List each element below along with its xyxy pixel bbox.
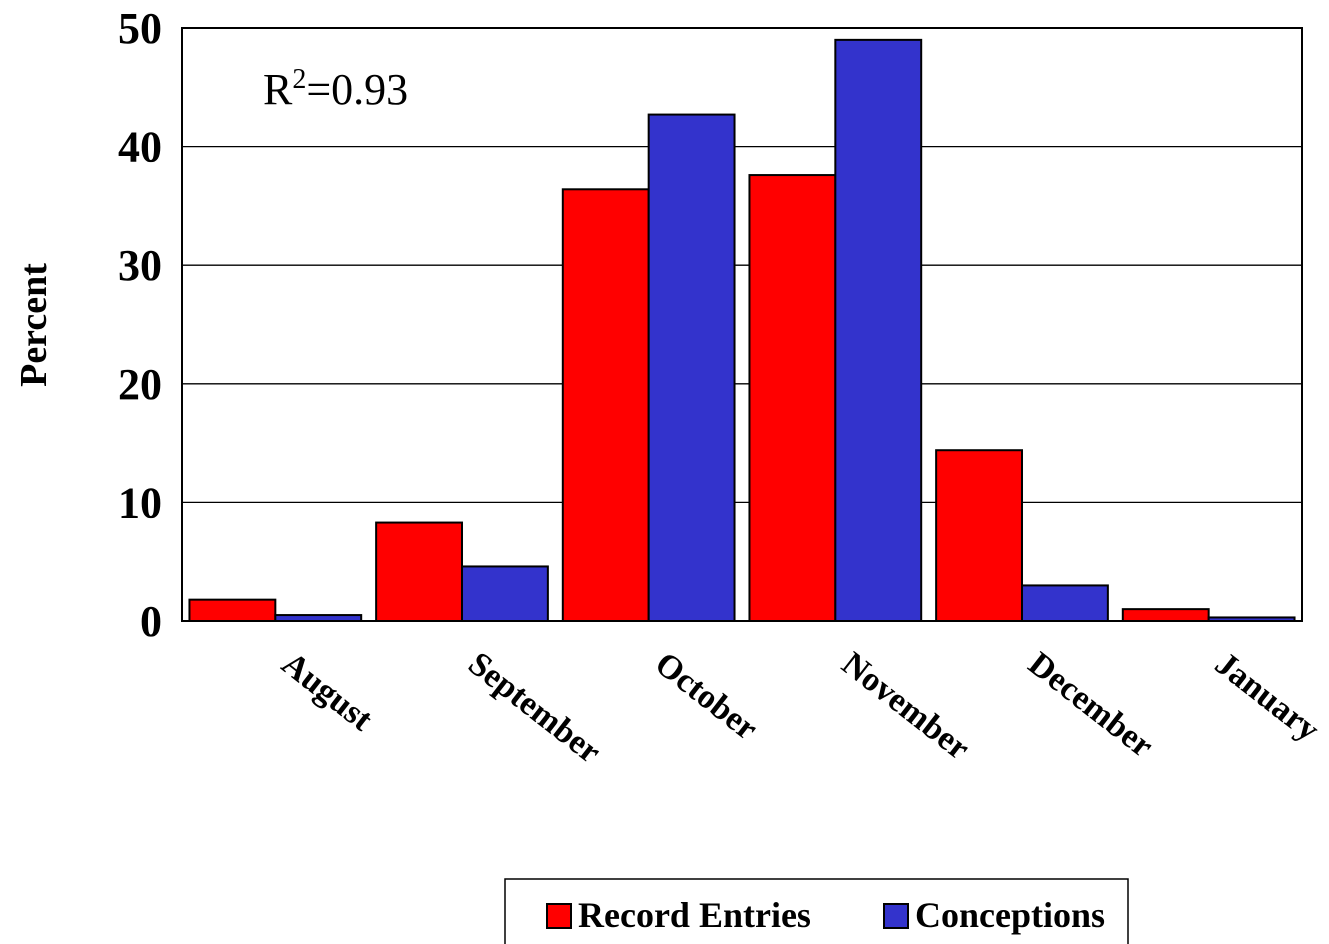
- x-label-january: January: [1208, 645, 1326, 749]
- y-tick-20: 20: [118, 360, 162, 409]
- annotation-superscript: 2: [292, 64, 306, 95]
- x-label-august: August: [275, 645, 380, 739]
- y-tick-50: 50: [118, 4, 162, 53]
- y-tick-10: 10: [118, 478, 162, 527]
- x-label-september: September: [461, 645, 607, 771]
- y-axis-label: Percent: [13, 263, 55, 387]
- bar-record-entries-january: [1121, 608, 1210, 623]
- legend-label-record-entries: Record Entries: [578, 895, 811, 935]
- y-tick-30: 30: [118, 241, 162, 290]
- legend-box: [504, 878, 1129, 944]
- bar-record-entries-september: [375, 521, 463, 623]
- bar-conceptions-september: [461, 565, 549, 622]
- y-tick-40: 40: [118, 123, 162, 172]
- bar-conceptions-october: [647, 113, 736, 622]
- legend: Record Entries Conceptions: [504, 878, 1129, 944]
- legend-swatch-conceptions: [883, 903, 909, 929]
- gridlines: [182, 27, 1302, 622]
- bar-conceptions-november: [834, 38, 923, 623]
- bar-record-entries-october: [561, 188, 650, 623]
- bars: [188, 38, 1296, 623]
- plot-frame: [181, 27, 1303, 622]
- r-squared-annotation: R2=0.93: [263, 64, 408, 114]
- x-label-november: November: [835, 645, 977, 767]
- annotation-base: R: [263, 65, 293, 114]
- x-label-december: December: [1021, 645, 1160, 765]
- legend-label-conceptions: Conceptions: [915, 895, 1105, 935]
- bar-record-entries-december: [935, 449, 1024, 622]
- bar-record-entries-august: [188, 598, 277, 622]
- y-tick-labels: 0 10 20 30 40 50: [118, 4, 162, 646]
- x-label-october: October: [648, 645, 765, 747]
- y-tick-0: 0: [140, 597, 162, 646]
- legend-swatch-record-entries: [546, 903, 572, 929]
- x-category-labels: August September October November December Ja…: [275, 645, 1326, 771]
- bar-record-entries-november: [748, 174, 837, 622]
- annotation-value: =0.93: [306, 65, 408, 114]
- bar-conceptions-december: [1021, 584, 1109, 622]
